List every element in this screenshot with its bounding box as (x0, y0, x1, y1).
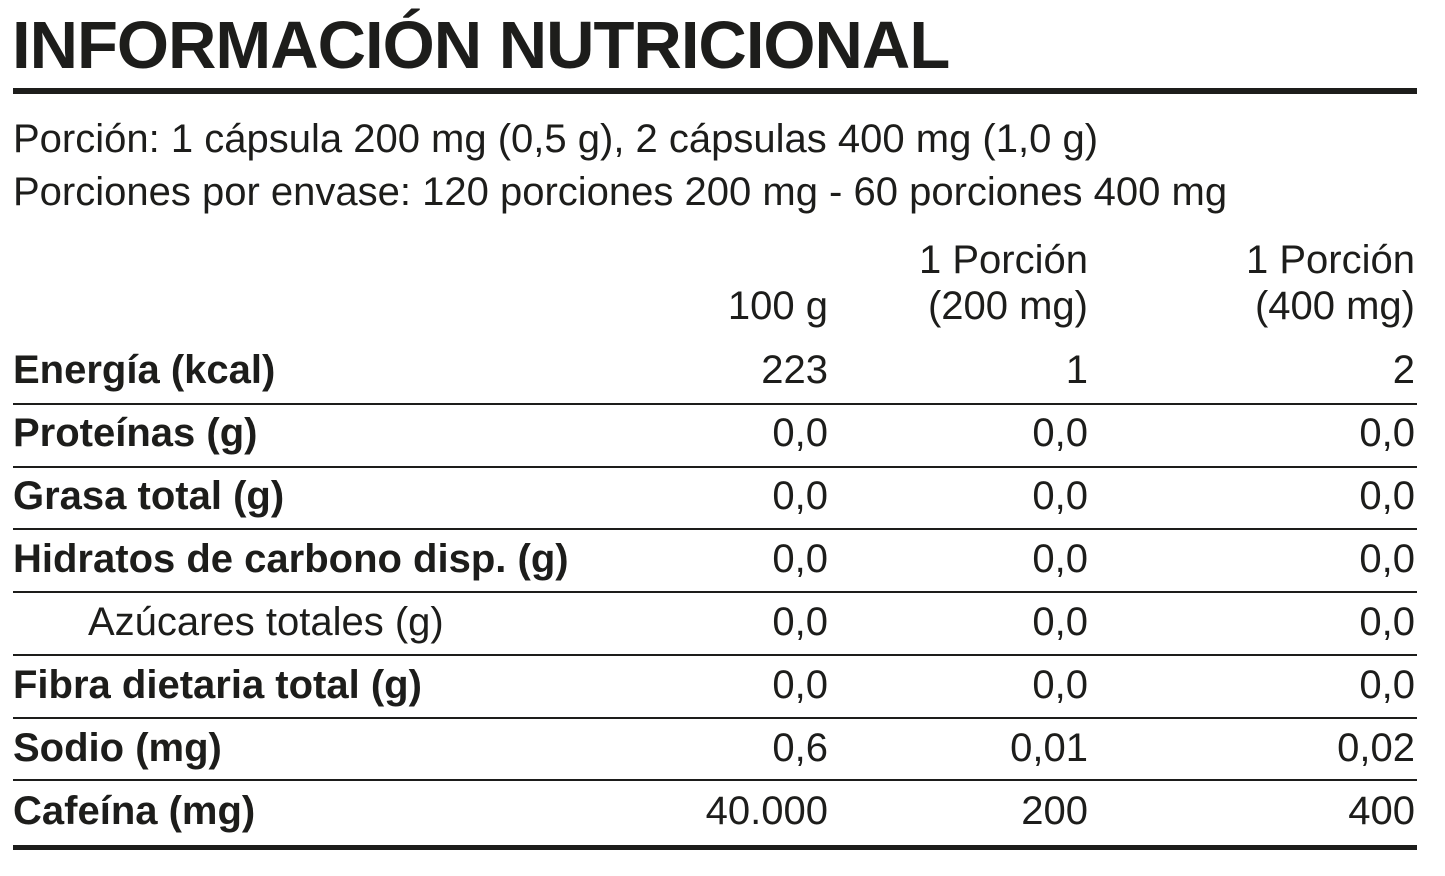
row-divider (13, 716, 1417, 719)
row-divider (13, 403, 1417, 405)
cell-value: 0,0 (772, 537, 828, 581)
cell-value: 1 (1065, 348, 1088, 392)
cell-value: 0,0 (772, 411, 828, 455)
cell-value: 40.000 (705, 789, 828, 833)
serving: Porción: 1 cápsula 200 mg (0,5 g), 2 cáp… (13, 117, 1099, 161)
row-divider (13, 653, 1417, 656)
cell-value: 0,0 (1359, 600, 1415, 644)
cell-value: 0,0 (1032, 474, 1088, 518)
row-divider (13, 779, 1417, 782)
column-header: (400 mg) (1254, 284, 1415, 328)
cell-value: 0,0 (772, 663, 828, 707)
bottom-rule (13, 845, 1417, 850)
cell-value: 0,0 (1032, 600, 1088, 644)
column-header: (200 mg) (927, 284, 1088, 328)
column-header: 1 Porción (1246, 238, 1415, 282)
row-label: Cafeína (mg) (13, 789, 256, 833)
row-divider (13, 465, 1417, 468)
column-header: 1 Porción (919, 238, 1088, 282)
cell-value: 200 (1021, 789, 1088, 833)
cell-value: 0,6 (772, 726, 828, 770)
row-label: Sodio (mg) (13, 726, 222, 770)
row-divider (13, 591, 1417, 594)
cell-value: 0,0 (1359, 474, 1415, 518)
servings-per-container: Porciones por envase: 120 porciones 200 … (13, 170, 1228, 214)
cell-value: 0,02 (1337, 726, 1415, 770)
cell-value: 0,0 (772, 600, 828, 644)
cell-value: 2 (1392, 348, 1415, 392)
cell-value: 0,0 (1032, 537, 1088, 581)
row-label: Grasa total (g) (13, 474, 285, 518)
cell-value: 0,0 (1359, 537, 1415, 581)
cell-value: 0,0 (1359, 411, 1415, 455)
row-label: Energía (kcal) (13, 348, 276, 392)
row-divider (13, 528, 1417, 531)
column-header: 100 g (727, 284, 828, 328)
cell-value: 223 (761, 348, 828, 392)
title-rule (13, 88, 1417, 94)
cell-value: 400 (1348, 789, 1415, 833)
row-label: Fibra dietaria total (g) (13, 663, 422, 707)
cell-value: 0,0 (1032, 663, 1088, 707)
row-label: Azúcares totales (g) (88, 600, 444, 644)
cell-value: 0,01 (1010, 726, 1088, 770)
row-label: Hidratos de carbono disp. (g) (13, 537, 569, 581)
cell-value: 0,0 (1359, 663, 1415, 707)
cell-value: 0,0 (772, 474, 828, 518)
cell-value: 0,0 (1032, 411, 1088, 455)
row-label: Proteínas (g) (13, 411, 258, 455)
title: INFORMACIÓN NUTRICIONAL (12, 8, 950, 83)
